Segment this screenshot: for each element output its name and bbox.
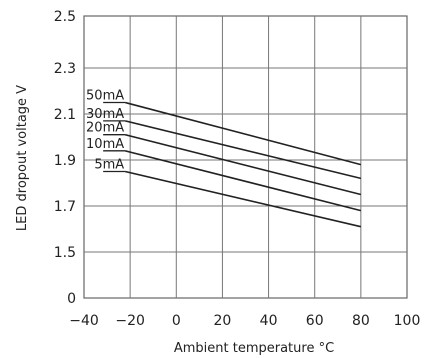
- y-tick-label: 2.3: [54, 61, 76, 77]
- y-axis-label: LED dropout voltage V: [15, 85, 30, 231]
- x-tick-label: 20: [214, 313, 232, 329]
- series-label-30mA: 30mA: [86, 107, 124, 122]
- y-tick-label: 0: [67, 291, 76, 307]
- y-tick-label: 1.5: [54, 245, 76, 261]
- y-tick-label: 1.9: [54, 153, 76, 169]
- series-line-5mA: [124, 170, 362, 228]
- series-label-50mA: 50mA: [86, 89, 124, 104]
- plot-frame: [83, 15, 408, 299]
- x-tick-label: 40: [260, 313, 278, 329]
- y-tick-label: 2.5: [54, 9, 76, 25]
- x-tick-label: 60: [306, 313, 324, 329]
- y-tick-label: 1.7: [54, 199, 76, 215]
- series-label-20mA: 20mA: [86, 121, 124, 136]
- x-tick-label: −20: [115, 313, 145, 329]
- x-tick-label: 80: [352, 313, 370, 329]
- series-label-10mA: 10mA: [86, 137, 124, 152]
- series-line-20mA: [124, 133, 362, 196]
- x-tick-label: 100: [394, 313, 421, 329]
- x-tick-label: −40: [69, 313, 99, 329]
- series-line-50mA: [124, 101, 362, 166]
- x-axis-label: Ambient temperature °C: [174, 341, 334, 356]
- y-tick-label: 2.1: [54, 107, 76, 123]
- series-line-10mA: [124, 150, 362, 212]
- grid-lines: [83, 15, 408, 299]
- tick-labels: −40 −20 0 20 40 60 80 100 0 1.5 1.7 1.9 2.1 2.3 2.5: [54, 9, 421, 329]
- x-tick-label: 0: [172, 313, 181, 329]
- series-line-30mA: [124, 120, 362, 180]
- series-label-5mA: 5mA: [94, 158, 124, 173]
